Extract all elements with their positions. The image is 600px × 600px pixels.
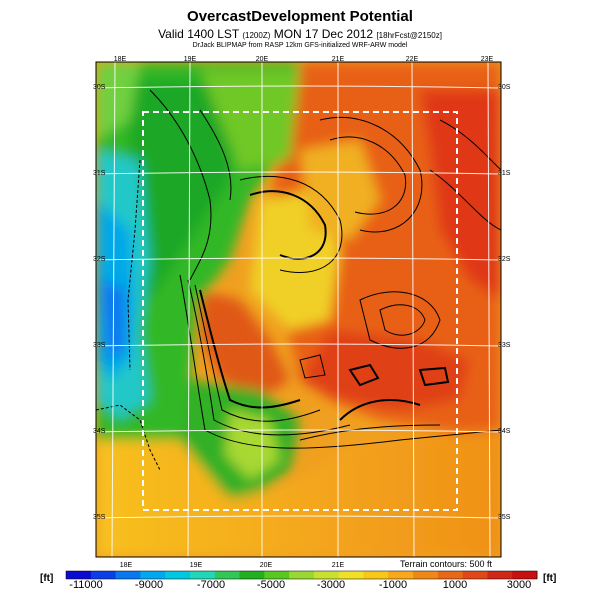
- bottom-tick-21e: 21E: [331, 562, 345, 569]
- colorbar-swatch: [338, 571, 364, 579]
- terrain-contours: [96, 89, 501, 471]
- right-tick-32s: 32S: [498, 256, 511, 263]
- colorbar-label: -3000: [316, 579, 346, 591]
- colorbar-swatch: [437, 571, 464, 579]
- left-tick-32s: 32S: [93, 256, 106, 263]
- left-tick-35s: 35S: [93, 514, 106, 521]
- colorbar-label: -7000: [196, 579, 226, 591]
- right-tick-30s: 30S: [498, 84, 511, 91]
- bottom-tick-19e: 19E: [189, 562, 203, 569]
- top-tick-18e: 18E: [113, 56, 127, 63]
- valid-time-line: Valid 1400 LST (1200Z) MON 17 Dec 2012 […: [0, 27, 600, 41]
- forecast-info: [18hrFcst@2150z]: [376, 31, 442, 40]
- colorbar-swatch: [487, 571, 513, 579]
- colorbar-label: -9000: [134, 579, 164, 591]
- colorbar-swatch: [115, 571, 141, 579]
- terrain-contour-note: Terrain contours: 500 ft: [400, 559, 493, 569]
- inner-domain-box: [142, 111, 458, 511]
- colorbar-label: -11000: [69, 579, 103, 591]
- overcast-potential-field: [96, 62, 501, 557]
- map-frame: [95, 61, 502, 558]
- colorbar-swatch: [165, 571, 191, 579]
- colorbar-frame: [65, 570, 538, 580]
- colorbar-swatch: [264, 571, 290, 579]
- map-title: OvercastDevelopment Potential: [187, 8, 413, 25]
- left-tick-31s: 31S: [93, 170, 106, 177]
- colorbar-label: -5000: [256, 579, 286, 591]
- colorbar-unit-left: [ft]: [40, 573, 54, 584]
- left-tick-30s: 30S: [93, 84, 106, 91]
- colorbar-swatch: [189, 571, 216, 579]
- right-tick-33s: 33S: [498, 342, 511, 349]
- colorbar-swatch: [140, 571, 166, 579]
- valid-date: MON 17 Dec 2012: [273, 27, 374, 41]
- bottom-tick-20e: 20E: [259, 562, 273, 569]
- colorbar-label: -1000: [378, 579, 408, 591]
- colorbar-label: 1000: [442, 579, 468, 591]
- colorbar-swatch: [66, 571, 92, 579]
- colorbar-swatch: [512, 571, 538, 579]
- colorbar-swatch: [413, 571, 439, 579]
- colorbar-label: 3000: [506, 579, 532, 591]
- lat-lon-grid: [95, 61, 502, 558]
- right-tick-31s: 31S: [498, 170, 511, 177]
- colorbar: [65, 570, 538, 580]
- colorbar-unit-right: [ft]: [543, 573, 557, 584]
- top-tick-20e: 20E: [255, 56, 269, 63]
- colorbar-swatch: [313, 571, 340, 579]
- colorbar-swatch: [289, 571, 315, 579]
- top-tick-22e: 22E: [405, 56, 419, 63]
- valid-time: Valid 1400 LST: [158, 27, 240, 41]
- colorbar-swatch: [363, 571, 389, 579]
- colorbar-swatch: [90, 571, 117, 579]
- colorbar-swatch: [388, 571, 414, 579]
- colorbar-swatch: [462, 571, 488, 579]
- top-tick-21e: 21E: [331, 56, 345, 63]
- bottom-tick-18e: 18E: [119, 562, 133, 569]
- top-tick-23e: 23E: [480, 56, 494, 63]
- right-tick-34s: 34S: [498, 428, 511, 435]
- utc-time: (1200Z): [242, 31, 271, 40]
- model-credit: DrJack BLIPMAP from RASP 12km GFS-initia…: [192, 42, 408, 49]
- top-tick-19e: 19E: [183, 56, 197, 63]
- left-tick-34s: 34S: [93, 428, 106, 435]
- colorbar-swatch: [239, 571, 265, 579]
- right-tick-35s: 35S: [498, 514, 511, 521]
- left-tick-33s: 33S: [93, 342, 106, 349]
- colorbar-swatch: [214, 571, 241, 579]
